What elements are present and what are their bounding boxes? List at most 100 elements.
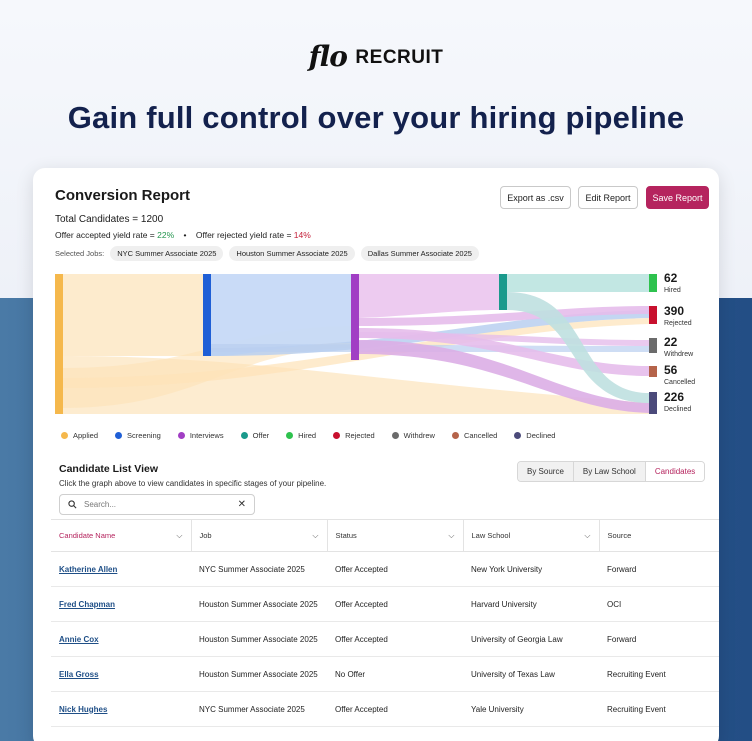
node-offer[interactable] <box>499 274 507 310</box>
legend-label: Withdrew <box>403 431 435 440</box>
flow-screening-interviews[interactable] <box>211 274 351 356</box>
job-chip[interactable]: Houston Summer Associate 2025 <box>229 246 355 261</box>
legend-item-hired[interactable]: Hired <box>286 431 316 440</box>
legend-dot-icon <box>240 432 248 439</box>
pipeline-sankey[interactable]: 62 Hired 390 Rejected 22 Withdrew 56 Can… <box>53 268 703 418</box>
node-rejected[interactable] <box>649 306 657 324</box>
chevron-down-icon[interactable]: ⌵ <box>584 530 591 540</box>
node-interviews[interactable] <box>351 274 359 360</box>
view-toggle: By Source By Law School Candidates <box>517 461 706 482</box>
cell-law-school: Harvard University <box>463 586 599 622</box>
candidate-name-link[interactable]: Ella Gross <box>51 656 191 692</box>
legend-item-offer[interactable]: Offer <box>240 431 270 440</box>
node-declined[interactable] <box>649 392 657 414</box>
job-chip[interactable]: Dallas Summer Associate 2025 <box>360 246 479 261</box>
legend-label: Applied <box>73 431 99 440</box>
brand-logo: flo RECRUIT <box>0 40 752 73</box>
flow-interviews-declined[interactable] <box>359 340 649 413</box>
logo-mark: flo <box>308 40 348 73</box>
tab-candidates[interactable]: Candidates <box>645 462 705 481</box>
candidate-name-link[interactable]: Annie Cox <box>51 621 191 657</box>
legend-item-withdrew[interactable]: Withdrew <box>391 431 435 440</box>
edit-report-button[interactable]: Edit Report <box>578 186 638 209</box>
tab-by-law-school[interactable]: By Law School <box>573 462 646 481</box>
cell-status: No Offer <box>327 656 463 692</box>
accepted-rate-label: Offer accepted yield rate = <box>55 230 158 240</box>
cell-source: Forward <box>599 551 719 587</box>
export-csv-button[interactable]: Export as .csv <box>500 186 571 209</box>
chevron-down-icon[interactable]: ⌵ <box>448 530 455 540</box>
legend-dot-icon <box>391 432 399 439</box>
node-screening[interactable] <box>203 274 211 356</box>
outcome-hired-value: 62 <box>664 271 678 285</box>
legend-label: Offer <box>252 431 270 440</box>
legend-item-interviews[interactable]: Interviews <box>177 431 224 440</box>
legend-item-declined[interactable]: Declined <box>514 431 555 440</box>
column-job[interactable]: Job ⌵ <box>191 519 328 552</box>
cell-job: Houston Summer Associate 2025 <box>191 586 327 622</box>
legend-dot-icon <box>514 432 522 439</box>
node-cancelled[interactable] <box>649 366 657 377</box>
cell-status: Offer Accepted <box>327 586 463 622</box>
page-headline: Gain full control over your hiring pipel… <box>67 100 685 135</box>
save-report-button[interactable]: Save Report <box>646 186 709 209</box>
column-source[interactable]: Source <box>599 519 719 552</box>
search-placeholder: Search... <box>84 500 117 509</box>
job-chip[interactable]: NYC Summer Associate 2025 <box>110 246 224 261</box>
node-hired[interactable] <box>649 274 657 292</box>
chevron-down-icon[interactable]: ⌵ <box>176 530 183 540</box>
table-row[interactable]: Ella Gross Houston Summer Associate 2025… <box>51 656 719 692</box>
legend-item-rejected[interactable]: Rejected <box>333 431 375 440</box>
column-label: Candidate Name <box>59 531 116 540</box>
node-withdrew[interactable] <box>649 338 657 353</box>
column-law-school[interactable]: Law School ⌵ <box>463 519 600 552</box>
legend-item-screening[interactable]: Screening <box>115 431 161 440</box>
outcome-rejected-label: Rejected <box>664 320 692 327</box>
cell-law-school: Yale University <box>463 691 599 727</box>
table-header-row: Candidate Name ⌵ Job ⌵ Status ⌵ Law School ⌵… <box>51 519 719 552</box>
outcome-rejected-value: 390 <box>664 304 684 318</box>
legend-item-cancelled[interactable]: Cancelled <box>451 431 497 440</box>
column-candidate-name[interactable]: Candidate Name ⌵ <box>51 519 192 552</box>
candidate-list-title: Candidate List View <box>59 463 158 475</box>
search-input[interactable]: Search... ✕ <box>59 494 255 515</box>
legend-item-applied[interactable]: Applied <box>61 431 98 440</box>
cell-source: Recruiting Event <box>599 656 719 692</box>
cell-job: Houston Summer Associate 2025 <box>191 621 327 657</box>
legend-dot-icon <box>177 432 185 439</box>
legend-label: Hired <box>298 431 317 440</box>
outcome-hired-label: Hired <box>664 287 681 294</box>
clear-icon[interactable]: ✕ <box>237 499 246 510</box>
chevron-down-icon[interactable]: ⌵ <box>312 530 319 540</box>
flow-offer-hired[interactable] <box>507 274 649 292</box>
flow-applied-screening[interactable] <box>63 274 203 356</box>
selected-jobs: Selected Jobs: NYC Summer Associate 2025… <box>55 246 479 261</box>
column-label: Job <box>199 531 212 540</box>
table-row[interactable]: Katherine Allen NYC Summer Associate 202… <box>51 551 719 587</box>
outcome-declined-label: Declined <box>664 406 691 413</box>
cell-job: NYC Summer Associate 2025 <box>191 691 327 727</box>
flow-interviews-offer[interactable] <box>359 274 499 318</box>
outcome-withdrew-value: 22 <box>664 335 678 349</box>
node-applied[interactable] <box>55 274 63 414</box>
table-row[interactable]: Fred Chapman Houston Summer Associate 20… <box>51 586 719 622</box>
candidate-name-link[interactable]: Nick Hughes <box>51 691 191 727</box>
table-row[interactable]: Annie Cox Houston Summer Associate 2025 … <box>51 621 719 657</box>
tab-by-source[interactable]: By Source <box>518 462 574 481</box>
separator-dot: • <box>183 230 187 240</box>
candidate-name-link[interactable]: Katherine Allen <box>51 551 191 587</box>
flow-offer-declined[interactable] <box>507 292 649 403</box>
legend-label: Rejected <box>345 431 375 440</box>
candidate-table: Candidate Name ⌵ Job ⌵ Status ⌵ Law School ⌵… <box>51 519 719 727</box>
candidate-list-subtitle: Click the graph above to view candidates… <box>59 479 327 488</box>
table-row[interactable]: Nick Hughes NYC Summer Associate 2025 Of… <box>51 691 719 727</box>
candidate-name-link[interactable]: Fred Chapman <box>51 586 191 622</box>
flow-interviews-rejected[interactable] <box>359 306 649 326</box>
cell-job: NYC Summer Associate 2025 <box>191 551 327 587</box>
cell-status: Offer Accepted <box>327 621 463 657</box>
flow-interviews-cancelled[interactable] <box>359 328 649 376</box>
cell-law-school: University of Texas Law <box>463 656 599 692</box>
column-label: Law School <box>471 531 511 540</box>
rejected-rate-value: 14% <box>293 230 311 240</box>
column-status[interactable]: Status ⌵ <box>327 519 464 552</box>
